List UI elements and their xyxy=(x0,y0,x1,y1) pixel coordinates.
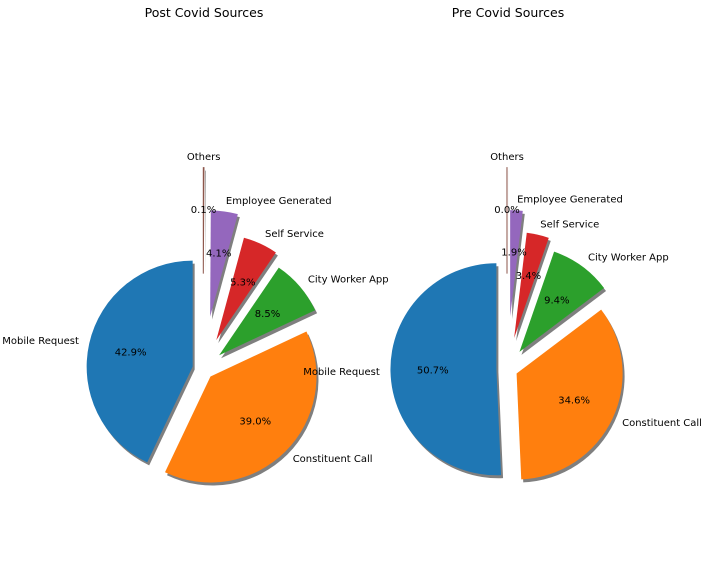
chart-title-pre-covid: Pre Covid Sources xyxy=(452,5,564,20)
slice-label-others: Others xyxy=(187,152,221,163)
slice-label-city-worker-app: City Worker App xyxy=(308,275,389,286)
slice-percent-city-worker-app: 9.4% xyxy=(544,295,569,306)
slice-label-mobile-request: Mobile Request xyxy=(2,336,79,347)
slice-percent-city-worker-app: 8.5% xyxy=(255,309,280,320)
slice-label-self-service: Self Service xyxy=(265,229,324,240)
slice-percent-others: 0.1% xyxy=(191,205,216,216)
slice-label-self-service: Self Service xyxy=(540,219,599,230)
slice-percent-others: 0.0% xyxy=(494,205,519,216)
pie-slice-others xyxy=(203,168,204,274)
pie-pre-covid: Pre Covid Sources Mobile Request 50.7% Con… xyxy=(303,5,702,482)
slice-label-employee-generated: Employee Generated xyxy=(226,196,332,207)
slice-percent-constituent-call: 39.0% xyxy=(239,417,271,428)
pie-post-covid: Post Covid Sources Mobile Request 42.9% Co… xyxy=(2,5,388,486)
slice-percent-mobile-request: 42.9% xyxy=(115,348,147,359)
slice-label-mobile-request: Mobile Request xyxy=(303,367,380,378)
slice-percent-self-service: 3.4% xyxy=(516,271,541,282)
pie-slice-mobile-request xyxy=(87,261,193,463)
slice-percent-employee-generated: 4.1% xyxy=(206,249,231,260)
slice-label-employee-generated: Employee Generated xyxy=(517,195,623,206)
slice-percent-self-service: 5.3% xyxy=(230,277,255,288)
slice-percent-employee-generated: 1.9% xyxy=(501,248,526,259)
pie-slice-shadow-others xyxy=(205,171,206,277)
pie-labels: Mobile Request 50.7% Constituent Call 34.6%… xyxy=(303,152,702,429)
slice-label-city-worker-app: City Worker App xyxy=(588,253,669,264)
chart-title-post-covid: Post Covid Sources xyxy=(145,5,264,20)
slice-label-constituent-call: Constituent Call xyxy=(293,454,373,465)
slice-label-others: Others xyxy=(490,152,524,163)
slice-percent-mobile-request: 50.7% xyxy=(417,366,449,377)
slice-label-constituent-call: Constituent Call xyxy=(622,418,702,429)
slice-percent-constituent-call: 34.6% xyxy=(558,396,590,407)
